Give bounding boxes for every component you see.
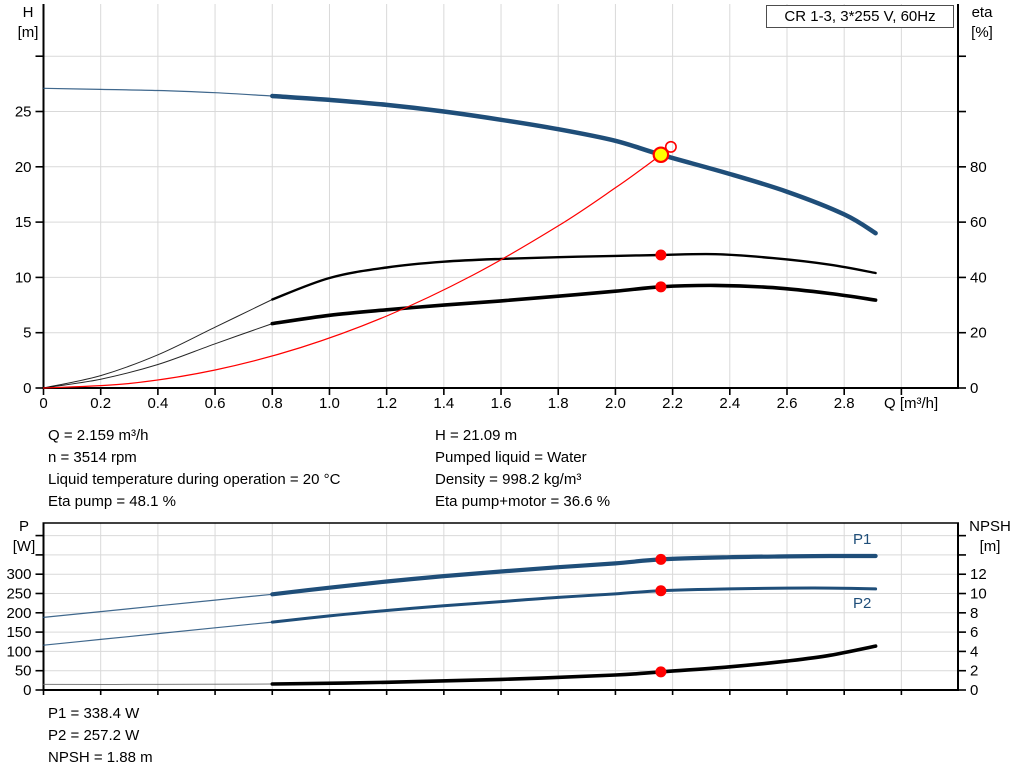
eta-pump-motor-curve <box>270 283 878 326</box>
right-tick-label: 60 <box>970 214 987 231</box>
left-tick-label: 20 <box>15 159 32 176</box>
npsh-axis-unit: [m] <box>979 538 1001 555</box>
duty-density: Density = 998.2 kg/m³ <box>435 471 582 488</box>
x-tick-label: 0 <box>39 395 47 412</box>
left-tick-label: 15 <box>15 214 32 231</box>
eta-axis-label: eta [%] <box>964 3 1000 43</box>
p-axis-label: P [W] <box>8 517 40 557</box>
x-tick-label: 2.6 <box>777 395 798 412</box>
npsh-axis-quantity: NPSH <box>969 518 1011 535</box>
x-tick-label: 2.4 <box>719 395 740 412</box>
p2-duty-dot <box>655 585 667 597</box>
p1-curve <box>270 553 878 597</box>
x-tick-label: 0.4 <box>147 395 168 412</box>
x-tick-label: 1.8 <box>548 395 569 412</box>
x-tick-label: 2.0 <box>605 395 626 412</box>
duty-info-right: H = 21.09 m Pumped liquid = Water Densit… <box>435 425 610 513</box>
left-tick-label: 50 <box>15 663 32 680</box>
right-tick-label: 80 <box>970 159 987 176</box>
h-axis-unit: [m] <box>17 24 39 41</box>
right-tick-label: 0 <box>970 682 978 699</box>
power-info: P1 = 338.4 W P2 = 257.2 W NPSH = 1.88 m <box>48 703 153 769</box>
duty-q: Q = 2.159 m³/h <box>48 427 149 444</box>
p1-duty-dot <box>655 553 667 565</box>
duty-pumped-liquid: Pumped liquid = Water <box>435 449 587 466</box>
duty-h: H = 21.09 m <box>435 427 518 444</box>
left-tick-label: 10 <box>15 269 32 286</box>
duty-eta-total: Eta pump+motor = 36.6 % <box>435 493 611 510</box>
p-axis-unit: [W] <box>12 538 36 555</box>
eta-axis-unit: [%] <box>971 24 993 41</box>
eta-pump-motor-curve-thin <box>43 323 273 389</box>
npsh-duty-dot <box>655 666 667 678</box>
plot-area-hq[interactable] <box>44 4 959 388</box>
left-tick-label: 150 <box>6 624 31 641</box>
npsh-curve <box>270 644 878 686</box>
duty-liquid-temp: Liquid temperature during operation = 20… <box>48 471 341 488</box>
right-tick-label: 2 <box>970 663 978 680</box>
left-tick-label: 0 <box>23 682 31 699</box>
requested-duty-marker[interactable] <box>664 140 677 153</box>
right-tick-label: 8 <box>970 605 978 622</box>
eta-axis-quantity: eta <box>971 4 993 21</box>
p2-curve-label: P2 <box>853 595 872 612</box>
right-tick-label: 10 <box>970 586 987 603</box>
duty-point-marker[interactable] <box>652 146 670 164</box>
x-tick-label: 1.2 <box>376 395 397 412</box>
duty-eta-pump: Eta pump = 48.1 % <box>48 493 176 510</box>
pump-title: CR 1-3, 3*255 V, 60Hz <box>784 8 936 25</box>
p-axis-quantity: P <box>18 518 29 535</box>
right-tick-label: 20 <box>970 325 987 342</box>
npsh-axis-label: NPSH [m] <box>960 517 1020 557</box>
p2-curve-thin <box>42 621 273 646</box>
right-tick-label: 0 <box>970 380 978 397</box>
x-tick-label: 1.0 <box>319 395 340 412</box>
h-axis-quantity: H <box>22 4 34 21</box>
eta-pump-curve-thin <box>43 299 273 389</box>
x-tick-label: 2.2 <box>662 395 683 412</box>
duty-speed: n = 3514 rpm <box>48 449 137 466</box>
right-tick-label: 6 <box>970 624 978 641</box>
left-tick-label: 200 <box>6 605 31 622</box>
eta-pump-curve <box>271 252 877 301</box>
left-tick-label: 5 <box>23 325 31 342</box>
right-tick-label: 4 <box>970 643 978 660</box>
x-tick-label: 1.6 <box>491 395 512 412</box>
p1-curve-thin <box>42 593 273 618</box>
tick-labels: 0 5 10 15 20 25 0 20 40 60 80 0 0.2 0.4 0.6 0.8 1.0 1.2 1.… <box>15 55 987 412</box>
x-tick-label: 1.4 <box>433 395 454 412</box>
left-tick-label: 100 <box>6 643 31 660</box>
x-tick-label: 0.6 <box>205 395 226 412</box>
left-tick-label: 300 <box>6 566 31 583</box>
left-tick-label: 250 <box>6 585 31 602</box>
eta-pump-duty-dot <box>655 249 667 261</box>
qh-curve-thin <box>42 87 273 97</box>
h-axis-label: H [m] <box>12 3 44 43</box>
qh-curve <box>270 93 878 236</box>
left-tick-label: 0 <box>23 380 31 397</box>
gridlines <box>43 4 958 388</box>
power-npsh-chart: 0 50 100 150 200 250 300 0 2 4 6 8 10 12 <box>6 522 987 699</box>
duty-p1: P1 = 338.4 W <box>48 705 140 722</box>
plot-area-power-npsh[interactable] <box>44 523 959 690</box>
x-tick-label: 2.8 <box>834 395 855 412</box>
duty-info-left: Q = 2.159 m³/h n = 3514 rpm Liquid tempe… <box>48 425 340 513</box>
right-tick-label: 12 <box>970 566 987 583</box>
duty-npsh: NPSH = 1.88 m <box>48 749 153 766</box>
x-axis-title: Q [m³/h] <box>884 395 938 412</box>
p2-curve <box>270 586 878 624</box>
system-curve <box>42 154 662 389</box>
hq-chart: 0 5 10 15 20 25 0 20 40 60 80 0 0.2 0.4 0.6 0.8 1.0 1.2 1.… <box>15 4 987 412</box>
x-tick-label: 0.8 <box>262 395 283 412</box>
pump-title-box: CR 1-3, 3*255 V, 60Hz <box>766 5 954 28</box>
x-tick-label: 0.2 <box>90 395 111 412</box>
right-tick-label: 40 <box>970 269 987 286</box>
p1-curve-label: P1 <box>853 531 872 548</box>
duty-p2: P2 = 257.2 W <box>48 727 140 744</box>
eta-total-duty-dot <box>655 281 667 293</box>
left-tick-label: 25 <box>15 104 32 121</box>
tick-labels: 0 50 100 150 200 250 300 0 2 4 6 8 10 12 <box>6 534 987 699</box>
